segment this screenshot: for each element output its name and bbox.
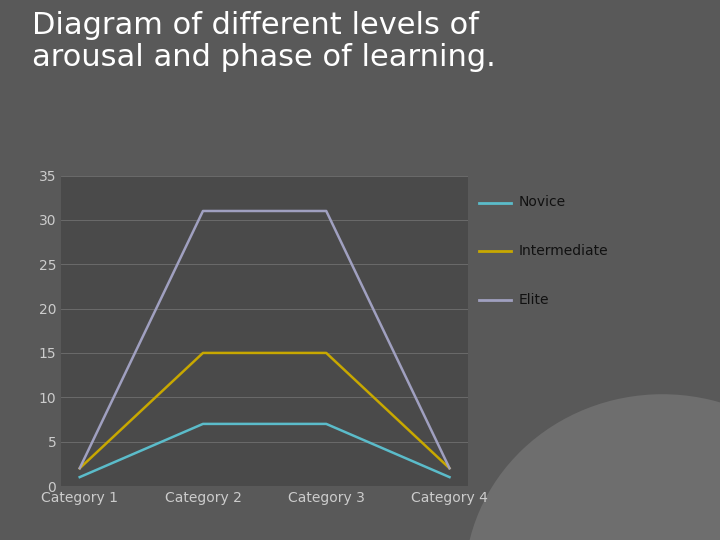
Text: Diagram of different levels of
arousal and phase of learning.: Diagram of different levels of arousal a… [32,11,496,72]
Text: Elite: Elite [518,293,549,307]
Text: Novice: Novice [518,195,565,210]
Text: Intermediate: Intermediate [518,244,608,258]
Ellipse shape [464,394,720,540]
